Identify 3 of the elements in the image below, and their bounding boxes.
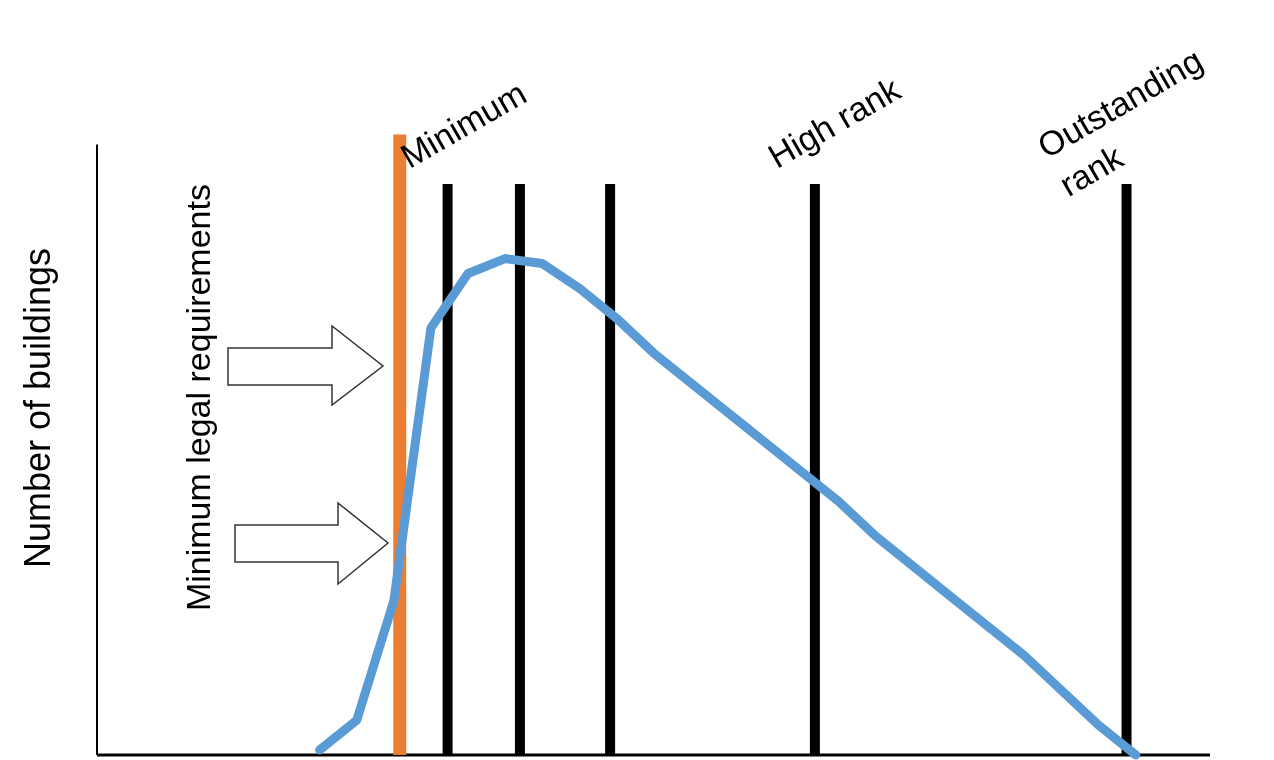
annotation: Minimum legal requirements — [178, 184, 217, 612]
text: High rank — [761, 69, 908, 176]
y-axis-title: Number of buildings — [16, 247, 58, 569]
